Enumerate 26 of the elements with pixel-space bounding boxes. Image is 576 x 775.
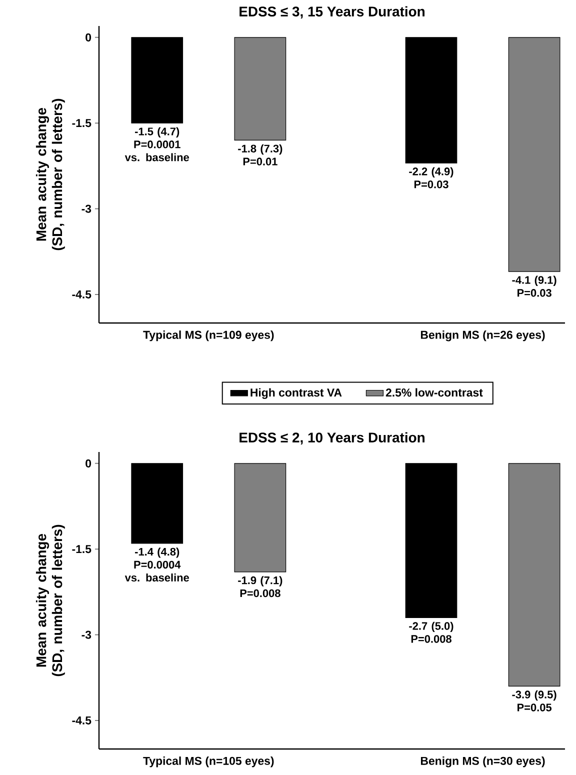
x-tick-label: Benign MS (n=30 eyes) [420,756,545,768]
data-label: -3.9 (9.5) P=0.05 [512,690,556,712]
legend-label: High contrast VA [250,388,342,399]
data-label: -4.1 (9.1) P=0.03 [512,276,556,297]
data-label: -2.2 (4.9) P=0.03 [409,167,454,188]
legend-label: 2.5% low-contrast [386,388,483,397]
y-tick-label: -3 [82,630,92,639]
data-label: -1.4 (4.8) P=0.0004 vs. baseline [124,548,190,582]
data-label: -2.7 (5.0) P=0.008 [409,622,454,643]
y-tick-label: 0 [86,459,92,468]
y-axis-title: Mean acuity change (SD, number of letters) [36,98,65,250]
x-tick-label: Typical MS (n=105 eyes) [143,756,274,768]
chart-title: EDSS ≤ 2, 10 Years Duration [240,432,424,444]
chart-title: EDSS ≤ 3, 15 Years Duration [240,6,424,18]
data-label: -1.8 (7.3) P=0.01 [238,144,282,166]
data-label: -1.9 (7.1) P=0.008 [238,576,282,598]
y-tick-label: -3 [82,204,92,213]
y-tick-label: -1.5 [72,545,92,554]
y-axis-title: Mean acuity change (SD, number of letters) [36,524,65,676]
x-tick-label: Benign MS (n=26 eyes) [420,330,545,342]
y-tick-label: -1.5 [72,119,92,128]
y-tick-label: -4.5 [72,290,92,298]
x-tick-label: Typical MS (n=109 eyes) [143,330,274,342]
y-tick-label: 0 [86,33,92,42]
y-tick-label: -4.5 [72,716,92,724]
data-label: -1.5 (4.7) P=0.0001 vs. baseline [124,127,190,162]
